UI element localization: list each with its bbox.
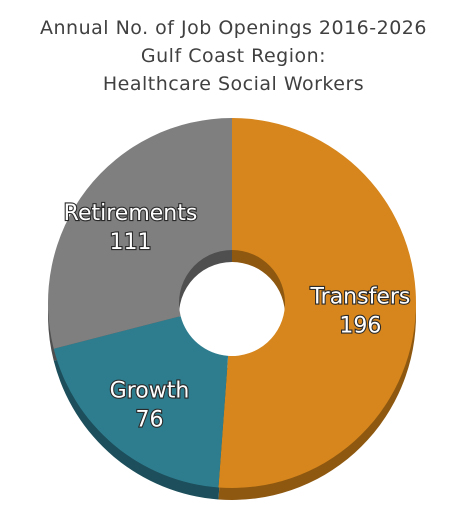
slice-value-transfers: 196 xyxy=(339,314,381,339)
slice-growth xyxy=(53,316,229,488)
chart-title: Annual No. of Job Openings 2016-2026 Gul… xyxy=(0,14,467,98)
slice-value-growth: 76 xyxy=(135,408,163,433)
slice-transfers xyxy=(218,118,417,489)
slice-retirements xyxy=(47,118,232,349)
slice-value-retirements: 111 xyxy=(110,230,152,255)
slice-label-transfers: Transfers xyxy=(309,285,410,310)
slice-label-growth: Growth xyxy=(110,379,190,404)
title-line-2: Gulf Coast Region: xyxy=(140,45,327,67)
title-line-3: Healthcare Social Workers xyxy=(102,73,365,95)
title-line-1: Annual No. of Job Openings 2016-2026 xyxy=(40,17,427,39)
slice-label-retirements: Retirements xyxy=(64,201,198,226)
